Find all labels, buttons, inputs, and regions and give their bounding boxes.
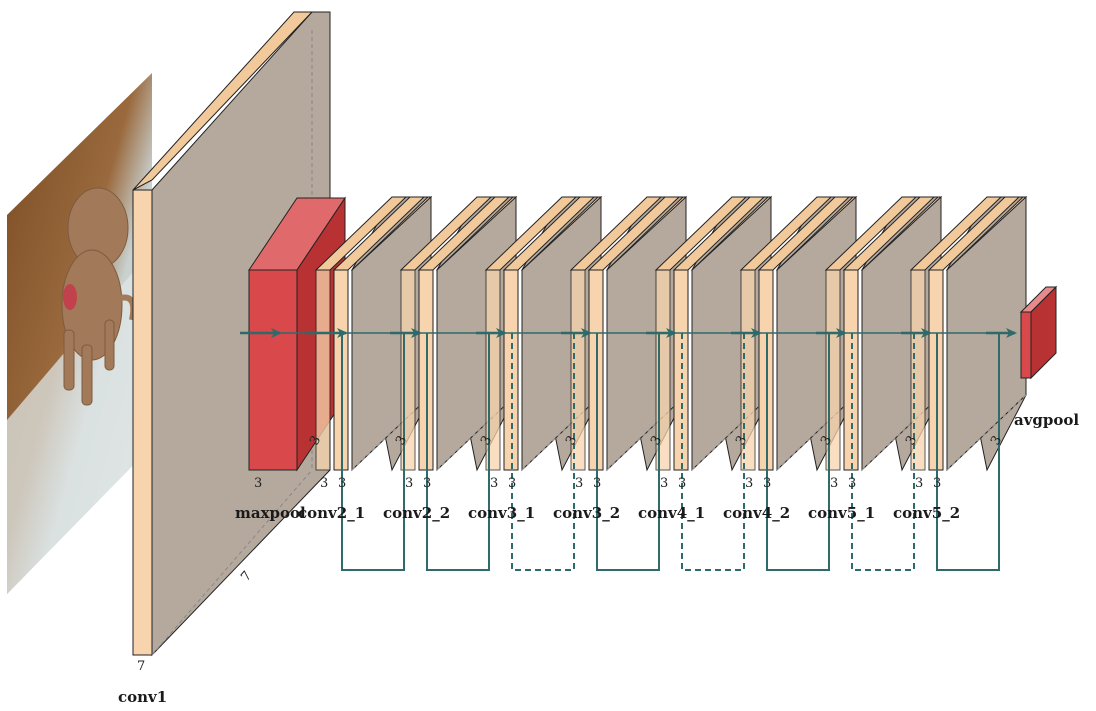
label-conv1: conv1 xyxy=(118,688,167,706)
dim-conv5_2-bottom-a: 3 xyxy=(915,476,923,491)
layer-conv3_1-slab-1 xyxy=(503,269,519,471)
dog-tongue xyxy=(63,284,77,310)
dim-conv5_1-bottom-a: 3 xyxy=(830,476,838,491)
conv1-front xyxy=(132,189,153,656)
dim-conv4_1-bottom-a: 3 xyxy=(660,476,668,491)
dim-conv1-bottom: 7 xyxy=(137,659,145,674)
label-conv3_1: conv3_1 xyxy=(468,504,535,522)
layer-conv2_1-slab-0 xyxy=(315,269,331,471)
label-conv4_1: conv4_1 xyxy=(638,504,705,522)
dim-conv3_2-bottom-b: 3 xyxy=(593,476,601,491)
skip-connection-conv2_2 xyxy=(426,333,490,571)
layer-maxpool-front xyxy=(248,269,298,471)
label-avgpool: avgpool xyxy=(1014,411,1079,429)
dim-maxpool-bottom: 3 xyxy=(254,476,262,491)
layer-conv4_2-slab-0 xyxy=(740,269,756,471)
dim-conv2_2-bottom-b: 3 xyxy=(423,476,431,491)
dim-conv4_2-bottom-a: 3 xyxy=(745,476,753,491)
layer-conv5_2 xyxy=(909,195,1028,472)
dim-conv3_1-bottom-b: 3 xyxy=(508,476,516,491)
layer-conv3_2-slab-0 xyxy=(570,269,586,471)
dim-conv2_1-bottom-b: 3 xyxy=(338,476,346,491)
label-conv3_2: conv3_2 xyxy=(553,504,620,522)
skip-connection-conv5_2 xyxy=(936,333,1000,571)
label-conv5_1: conv5_1 xyxy=(808,504,875,522)
dim-conv1-diag: 7 xyxy=(238,569,255,585)
label-conv4_2: conv4_2 xyxy=(723,504,790,522)
dim-conv4_1-bottom-b: 3 xyxy=(678,476,686,491)
label-maxpool: maxpool xyxy=(235,504,306,522)
input-image xyxy=(7,73,152,594)
conv1-hidden-diag xyxy=(151,469,313,656)
label-conv2_1: conv2_1 xyxy=(298,504,365,522)
skip-connection-conv3_2 xyxy=(596,333,660,571)
dog-figure xyxy=(61,187,137,406)
dim-conv2_2-bottom-a: 3 xyxy=(405,476,413,491)
layer-conv4_1-slab-1 xyxy=(673,269,689,471)
layer-avgpool-front xyxy=(1020,311,1032,379)
label-conv2_2: conv2_2 xyxy=(383,504,450,522)
dim-conv3_2-bottom-a: 3 xyxy=(575,476,583,491)
dim-conv5_1-bottom-b: 3 xyxy=(848,476,856,491)
label-conv5_2: conv5_2 xyxy=(893,504,960,522)
dim-conv5_2-bottom-b: 3 xyxy=(933,476,941,491)
dim-conv3_1-bottom-a: 3 xyxy=(490,476,498,491)
dim-conv4_2-bottom-b: 3 xyxy=(763,476,771,491)
skip-connection-conv4_2 xyxy=(766,333,830,571)
layer-avgpool xyxy=(1019,285,1058,380)
conv1-top xyxy=(132,11,314,191)
layer-conv5_2-slab-0 xyxy=(910,269,926,471)
layer-conv5_1-slab-1 xyxy=(843,269,859,471)
dim-conv2_1-bottom-a: 3 xyxy=(320,476,328,491)
skip-connection-conv2_1 xyxy=(341,333,405,571)
